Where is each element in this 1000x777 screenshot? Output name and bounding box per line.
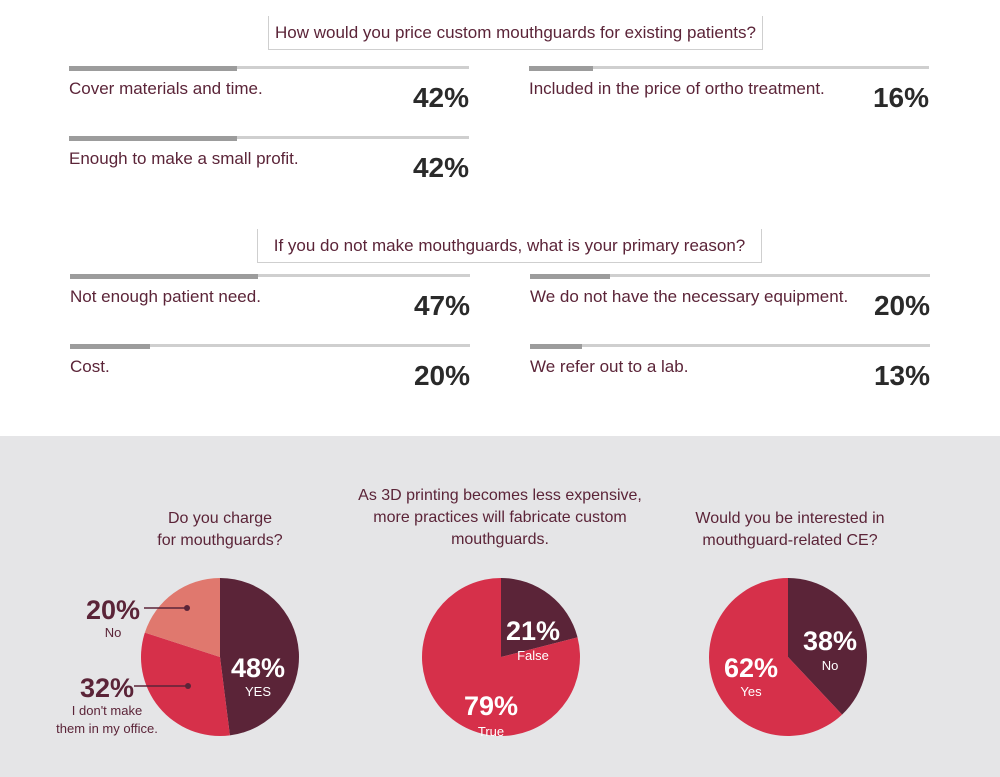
bar-fill	[70, 274, 258, 279]
bar-fill	[530, 274, 610, 279]
bar-fill	[69, 136, 237, 141]
pie2-question-line: more practices will fabricate custom	[373, 509, 627, 526]
pie1: 48% YES	[141, 578, 300, 736]
bar-fill	[70, 344, 150, 349]
pie2-question-line: As 3D printing becomes less expensive,	[358, 487, 642, 504]
stat-label: Cover materials and time.	[69, 79, 263, 98]
stat-percent: 42%	[412, 82, 469, 113]
bar-fill	[69, 66, 237, 71]
pie1-none-label: them in my office.	[56, 721, 158, 736]
stat-included-ortho: Included in the price of ortho treatment…	[529, 66, 929, 116]
stat-cover-materials: Cover materials and time. 42%	[69, 66, 469, 116]
stat-patient-need: Not enough patient need. 47%	[70, 274, 470, 324]
pie1-slices	[141, 578, 300, 736]
pie2-true-percent: 79%	[464, 691, 518, 721]
stat-percent: 20%	[873, 290, 930, 321]
stat-no-equipment: We do not have the necessary equipment. …	[530, 274, 930, 324]
pie2-false-percent: 21%	[506, 616, 560, 646]
pie2-slices	[422, 578, 580, 736]
pie1-yes-label: YES	[245, 684, 271, 699]
pie2-question: As 3D printing becomes less expensive, m…	[330, 485, 670, 551]
pie1-no-percent: 20%	[86, 595, 140, 625]
pie3: 38% No 62% Yes	[709, 578, 867, 736]
stat-percent: 47%	[413, 290, 470, 321]
pie3-no-label: No	[822, 658, 839, 673]
pie1-question-line: Do you charge	[167, 510, 273, 527]
pie2-slice-1	[501, 578, 578, 657]
pie3-question: Would you be interested in mouthguard-re…	[670, 508, 910, 552]
pie1-slice-1	[220, 578, 300, 736]
pie1-no-leader-dot	[184, 605, 190, 611]
pie1-none-label: I don't make	[72, 703, 142, 718]
pie1-no-label: No	[105, 625, 122, 640]
pie3-slice-1	[788, 578, 867, 715]
bar-fill	[529, 66, 593, 71]
pie3-question-line: Would you be interested in	[695, 510, 885, 527]
pie1-slice-3	[144, 578, 220, 657]
pie1-slice-2	[141, 632, 230, 736]
pie1-question: Do you charge for mouthguards?	[120, 508, 320, 552]
pie2-question-line: mouthguards.	[451, 531, 549, 548]
pie1-yes-percent: 48%	[231, 653, 285, 683]
stat-percent: 42%	[412, 152, 469, 183]
pie3-no-percent: 38%	[803, 626, 857, 656]
stat-label: We do not have the necessary equipment.	[530, 287, 849, 306]
pie3-yes-label: Yes	[740, 684, 762, 699]
stat-percent: 13%	[873, 360, 930, 391]
pie1-none-percent: 32%	[80, 673, 134, 703]
pie3-question-line: mouthguard-related CE?	[702, 532, 878, 549]
stat-small-profit: Enough to make a small profit. 42%	[69, 136, 469, 186]
pie2-slice-2	[422, 578, 580, 736]
question-pricing: How would you price custom mouthguards f…	[268, 16, 763, 50]
pie2: 21% False 79% True	[422, 578, 580, 739]
pie3-slice-2	[709, 578, 843, 736]
pie2-true-label: True	[478, 724, 504, 739]
stat-label: Cost.	[70, 357, 110, 376]
stat-cost: Cost. 20%	[70, 344, 470, 394]
pie2-false-label: False	[517, 648, 549, 663]
bar-fill	[530, 344, 582, 349]
pie1-question-line: for mouthguards?	[157, 532, 283, 549]
pie1-none-leader-dot	[185, 683, 191, 689]
stat-percent: 16%	[872, 82, 929, 113]
stat-label: We refer out to a lab.	[530, 357, 689, 376]
stat-refer-lab: We refer out to a lab. 13%	[530, 344, 930, 394]
pie3-yes-percent: 62%	[724, 653, 778, 683]
stat-label: Not enough patient need.	[70, 287, 261, 306]
stat-percent: 20%	[413, 360, 470, 391]
pie-charts: 48% YES 20% No 32% I don't make them in …	[56, 578, 867, 739]
question-primary-reason: If you do not make mouthguards, what is …	[257, 229, 762, 263]
stat-label: Included in the price of ortho treatment…	[529, 79, 825, 98]
stat-label: Enough to make a small profit.	[69, 149, 299, 168]
pie3-slices	[709, 578, 867, 736]
